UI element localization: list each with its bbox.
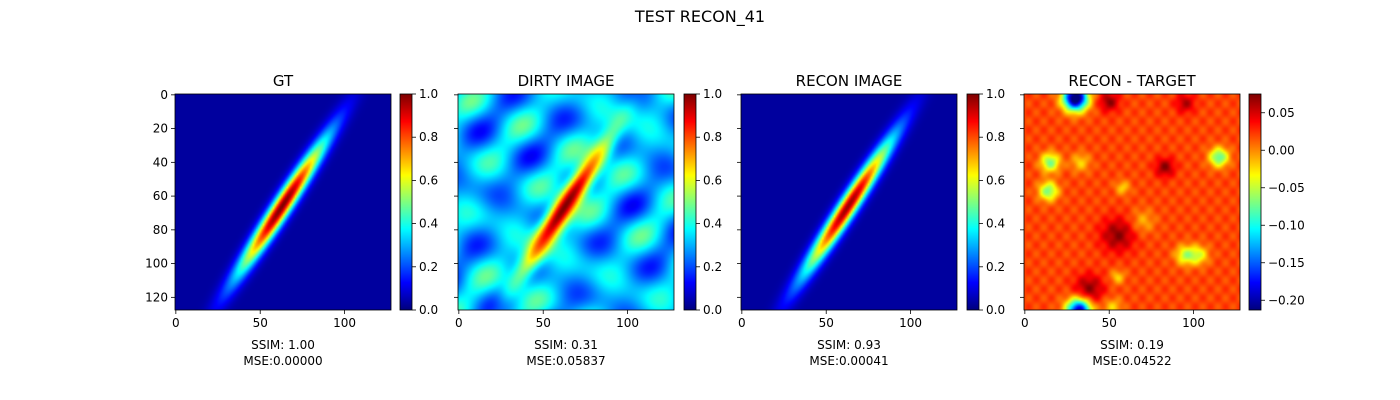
colorbar-tick-label: 0.4 xyxy=(419,217,438,231)
colorbar-tick-label: 1.0 xyxy=(986,87,1005,101)
colorbar-tick-label: 0.6 xyxy=(703,173,722,187)
colorbar-tick-label: 0.00 xyxy=(1268,143,1295,157)
colorbar-tick-label: 0.4 xyxy=(703,217,722,231)
colorbar-tick-label: 0.05 xyxy=(1268,106,1295,120)
axes-frame xyxy=(1023,93,1241,311)
panel-2: DIRTY IMAGE 0 50 100 SSIM: 0.31 MSE:0.05837 0.… xyxy=(454,72,722,368)
x-tick-label: 100 xyxy=(899,316,922,330)
x-tick-label: 0 xyxy=(455,316,463,330)
x-tick-label: 100 xyxy=(616,316,639,330)
x-tick-label: 50 xyxy=(1102,316,1117,330)
colorbar-tick-label: 0.6 xyxy=(419,173,438,187)
colorbar-frame xyxy=(966,93,980,311)
mse-label: MSE:0.04522 xyxy=(1092,354,1171,368)
mse-label: MSE:0.05837 xyxy=(526,354,605,368)
y-tick-label: 20 xyxy=(153,122,168,136)
x-tick-label: 50 xyxy=(536,316,551,330)
panel-title: GT xyxy=(273,72,294,90)
colorbar-tick-label: −0.05 xyxy=(1268,181,1305,195)
colorbar-tick-label: 0.8 xyxy=(986,130,1005,144)
panel-title: RECON IMAGE xyxy=(796,72,903,90)
colorbar xyxy=(400,94,412,310)
y-tick-label: 100 xyxy=(145,257,168,271)
colorbar xyxy=(684,94,696,310)
colorbar-tick-label: 0.0 xyxy=(419,303,438,317)
x-tick-label: 50 xyxy=(819,316,834,330)
x-tick-label: 0 xyxy=(1021,316,1029,330)
panel-title: DIRTY IMAGE xyxy=(518,72,615,90)
x-tick-label: 0 xyxy=(738,316,746,330)
heatmap-image xyxy=(741,94,957,310)
axes-frame xyxy=(174,93,392,311)
colorbar-tick-label: 0.2 xyxy=(419,260,438,274)
mse-label: MSE:0.00000 xyxy=(243,354,322,368)
colorbar-tick-label: 0.4 xyxy=(986,217,1005,231)
x-tick-label: 50 xyxy=(253,316,268,330)
y-tick-label: 40 xyxy=(153,155,168,169)
mse-label: MSE:0.00041 xyxy=(809,354,888,368)
heatmap-image xyxy=(458,94,674,310)
colorbar-tick-label: −0.10 xyxy=(1268,218,1305,232)
colorbar-tick-label: −0.20 xyxy=(1268,293,1305,307)
colorbar-tick-label: 1.0 xyxy=(703,87,722,101)
colorbar-tick-label: −0.15 xyxy=(1268,256,1305,270)
ssim-label: SSIM: 1.00 xyxy=(251,338,315,352)
x-tick-label: 100 xyxy=(333,316,356,330)
ssim-label: SSIM: 0.19 xyxy=(1100,338,1164,352)
colorbar-tick-label: 0.8 xyxy=(419,130,438,144)
y-tick-label: 120 xyxy=(145,290,168,304)
colorbar-tick-label: 0.0 xyxy=(986,303,1005,317)
panel-3: RECON IMAGE 0 50 100 SSIM: 0.93 MSE:0.00041 0.… xyxy=(737,72,1005,368)
panels-container: GT 0 50 100 0 20 40 60 80 100 120 SSIM: 1.00 MSE:0.0… xyxy=(145,72,1305,368)
panel-1: GT 0 50 100 0 20 40 60 80 100 120 SSIM: 1.00 MSE:0.0… xyxy=(145,72,438,368)
y-tick-label: 80 xyxy=(153,223,168,237)
heatmap-image xyxy=(175,94,391,310)
panel-title: RECON - TARGET xyxy=(1068,72,1196,90)
colorbar-tick-label: 0.6 xyxy=(986,173,1005,187)
colorbar-frame xyxy=(1248,93,1262,311)
figure-suptitle: TEST RECON_41 xyxy=(634,7,765,27)
ssim-label: SSIM: 0.93 xyxy=(817,338,881,352)
colorbar-tick-label: 0.2 xyxy=(986,260,1005,274)
colorbar-tick-label: 1.0 xyxy=(419,87,438,101)
panel-4: RECON - TARGET 0 50 100 SSIM: 0.19 MSE:0.0452… xyxy=(1020,72,1305,368)
colorbar-frame xyxy=(683,93,697,311)
colorbar xyxy=(967,94,979,310)
axes-frame xyxy=(740,93,958,311)
colorbar-tick-label: 0.0 xyxy=(703,303,722,317)
y-tick-label: 60 xyxy=(153,189,168,203)
colorbar xyxy=(1249,94,1261,310)
x-tick-label: 0 xyxy=(172,316,180,330)
colorbar-tick-label: 0.8 xyxy=(703,130,722,144)
colorbar-frame xyxy=(399,93,413,311)
ssim-label: SSIM: 0.31 xyxy=(534,338,598,352)
y-tick-label: 0 xyxy=(160,88,168,102)
colorbar-tick-label: 0.2 xyxy=(703,260,722,274)
axes-frame xyxy=(457,93,675,311)
heatmap-image xyxy=(1024,94,1240,310)
x-tick-label: 100 xyxy=(1182,316,1205,330)
